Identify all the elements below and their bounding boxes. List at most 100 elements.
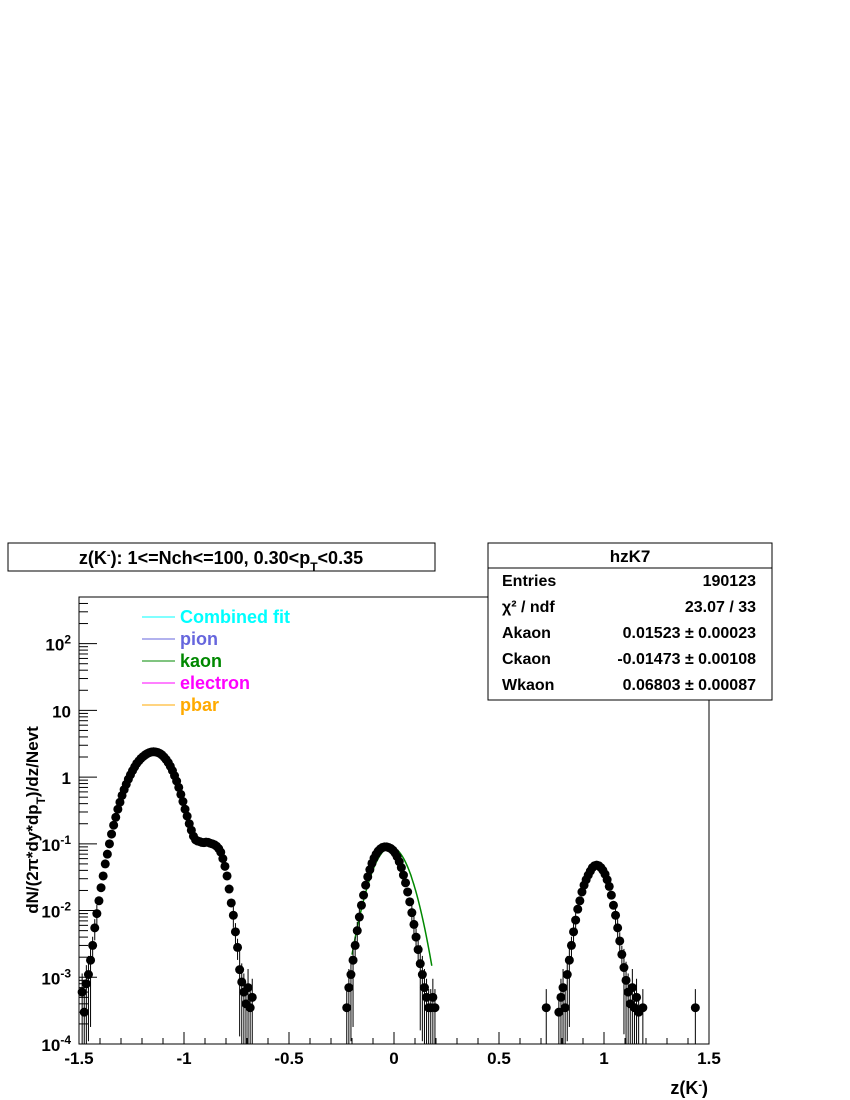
- marker: [413, 945, 423, 955]
- marker: [617, 949, 627, 959]
- data-point: [94, 896, 104, 906]
- stats-row-label: Ckaon: [502, 651, 551, 668]
- y-tick-label: 10-1: [41, 833, 71, 855]
- data-point: [176, 789, 186, 799]
- x-tick-label: -0.5: [274, 1049, 303, 1068]
- data-point: [571, 911, 581, 933]
- marker: [81, 979, 91, 989]
- marker: [233, 942, 243, 952]
- marker: [350, 940, 360, 950]
- marker: [346, 970, 356, 980]
- data-point: [104, 839, 114, 849]
- x-tick-label: 0.5: [487, 1049, 511, 1068]
- marker: [415, 959, 425, 969]
- legend-label: pion: [180, 629, 218, 649]
- marker: [560, 1003, 570, 1013]
- data-point: [396, 863, 406, 873]
- marker: [176, 789, 186, 799]
- marker: [363, 872, 373, 882]
- data-point: [178, 797, 188, 807]
- marker: [230, 927, 240, 937]
- data-point: [98, 871, 108, 881]
- data-point: [350, 936, 360, 958]
- data-point: [359, 890, 369, 900]
- data-point: [180, 804, 190, 814]
- marker: [94, 896, 104, 906]
- y-tick-label: 1: [62, 769, 71, 788]
- data-point: [363, 872, 373, 882]
- marker: [428, 992, 438, 1002]
- stats-row-value: 0.01523 ± 0.00023: [623, 625, 756, 642]
- data-point: [613, 919, 623, 941]
- marker: [573, 904, 583, 914]
- data-point: [403, 887, 413, 897]
- marker: [398, 870, 408, 880]
- marker: [354, 912, 364, 922]
- data-point: [541, 989, 551, 1044]
- stats-row-label: Wkaon: [502, 677, 554, 694]
- marker: [575, 896, 585, 906]
- marker: [113, 804, 123, 814]
- marker: [405, 897, 415, 907]
- marker: [627, 983, 637, 993]
- data-point: [615, 932, 625, 954]
- marker: [541, 1003, 551, 1013]
- x-tick-label: -1: [176, 1049, 191, 1068]
- data-point: [604, 881, 614, 891]
- marker: [569, 927, 579, 937]
- data-points-group: [77, 747, 700, 1044]
- marker: [98, 871, 108, 881]
- data-point: [86, 941, 96, 1027]
- marker: [342, 1003, 352, 1013]
- x-axis-label: z(K-): [670, 1078, 708, 1098]
- data-point: [690, 989, 700, 1044]
- marker: [235, 965, 245, 975]
- data-point: [107, 829, 117, 839]
- marker: [86, 955, 96, 965]
- marker: [104, 839, 114, 849]
- stats-box-frame: [487, 542, 773, 701]
- marker: [419, 983, 429, 993]
- marker: [218, 854, 228, 864]
- data-point: [566, 936, 576, 958]
- data-point: [354, 908, 364, 930]
- data-point: [608, 900, 618, 910]
- data-point: [96, 883, 106, 893]
- stats-row-value: 23.07 / 33: [685, 599, 756, 616]
- marker: [558, 983, 568, 993]
- marker: [606, 890, 616, 900]
- stats-row-label: χ² / ndf: [502, 599, 555, 616]
- legend-label: kaon: [180, 651, 222, 671]
- marker: [83, 970, 93, 980]
- data-point: [79, 993, 89, 1044]
- marker: [396, 863, 406, 873]
- stats-row-value: -0.01473 ± 0.00108: [617, 651, 756, 668]
- marker: [361, 880, 371, 890]
- stats-box: hzK7 Entries 190123 χ² / ndf 23.07 / 33 Akao…: [487, 542, 773, 701]
- marker: [224, 884, 234, 894]
- marker: [430, 1003, 440, 1013]
- marker: [632, 992, 642, 1002]
- marker: [90, 923, 100, 933]
- data-point: [361, 880, 371, 890]
- marker: [638, 1003, 648, 1013]
- data-point: [342, 989, 352, 1044]
- data-point: [182, 811, 192, 821]
- marker: [79, 1007, 89, 1017]
- data-point: [218, 854, 228, 864]
- marker: [571, 915, 581, 925]
- marker: [611, 910, 621, 920]
- legend-label: electron: [180, 673, 250, 693]
- marker: [615, 936, 625, 946]
- data-point: [606, 890, 616, 900]
- data-point: [226, 898, 236, 908]
- data-point: [224, 884, 234, 894]
- legend-label: Combined fit: [180, 607, 290, 627]
- marker: [107, 829, 117, 839]
- marker: [359, 890, 369, 900]
- data-point: [90, 919, 100, 941]
- marker: [226, 898, 236, 908]
- marker: [356, 900, 366, 910]
